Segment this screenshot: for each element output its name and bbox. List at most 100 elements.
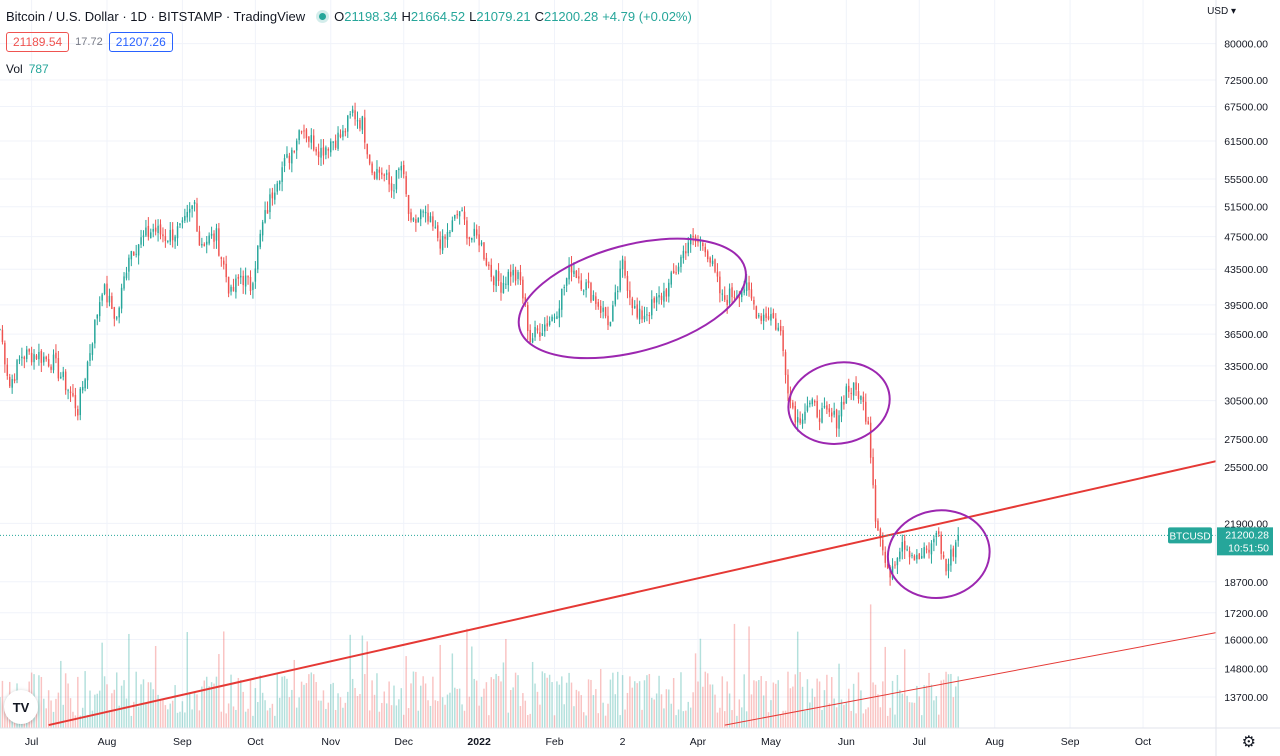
bid-price-button[interactable]: 21189.54 <box>6 32 70 52</box>
volume-bar <box>47 690 50 728</box>
candle-body <box>312 135 315 150</box>
candle-body <box>828 408 831 413</box>
volume-bar <box>308 674 310 728</box>
candle-body <box>505 283 507 285</box>
volume-bar <box>697 681 699 728</box>
volume-bar <box>590 679 592 728</box>
volume-bar <box>203 680 206 728</box>
volume-bar <box>225 713 227 728</box>
candle-body <box>429 216 432 223</box>
candle-body <box>417 217 420 223</box>
candle-body <box>831 412 833 417</box>
volume-bar <box>490 677 492 728</box>
volume-bar <box>692 692 694 728</box>
candle-body <box>711 260 714 265</box>
volume-bar <box>381 702 383 728</box>
candle-body <box>81 386 84 391</box>
ohlc-low-key: L <box>469 8 477 24</box>
volume-bar <box>721 676 724 728</box>
candle-body <box>410 212 412 221</box>
volume-bar <box>405 656 407 728</box>
price-tick-label: 43500.00 <box>1224 264 1268 276</box>
volume-bar <box>908 702 911 728</box>
symbol-title[interactable]: Bitcoin / U.S. Dollar · 1D · BITSTAMP · … <box>6 8 306 24</box>
volume-bar <box>536 691 539 728</box>
candle-body <box>916 554 918 560</box>
volume-bar <box>563 704 565 728</box>
candle-body <box>631 298 634 309</box>
volume-bar <box>614 694 617 728</box>
volume-bar <box>509 690 512 728</box>
tradingview-logo[interactable]: TV <box>4 690 38 724</box>
volume-bar <box>920 715 923 728</box>
candle-body <box>388 172 390 185</box>
candle-body <box>458 211 461 217</box>
candle-body <box>332 141 334 143</box>
volume-bar <box>373 694 376 728</box>
candle-body <box>595 296 597 304</box>
volume-bar <box>337 693 339 728</box>
volume-bar <box>215 676 218 728</box>
volume-bar <box>390 705 393 728</box>
volume-bar <box>378 711 381 728</box>
gear-icon[interactable]: ⚙ <box>1241 734 1256 751</box>
volume-bar <box>789 688 792 728</box>
candle-body <box>152 228 154 232</box>
volume-bar <box>753 680 755 728</box>
volume-bar <box>208 686 210 728</box>
volume-bar <box>777 680 779 728</box>
candle-body <box>784 352 787 376</box>
volume-bar <box>480 696 483 728</box>
volume-bar <box>434 700 437 728</box>
volume-bar <box>244 711 247 728</box>
candle-body <box>796 417 799 423</box>
candle-body <box>184 215 186 221</box>
candle-body <box>604 307 607 317</box>
candle-body <box>877 520 879 531</box>
candle-body <box>468 237 471 240</box>
time-tick-label: May <box>761 736 782 748</box>
volume-bar <box>235 709 237 728</box>
candle-body <box>69 391 72 393</box>
candle-body <box>142 235 145 238</box>
candle-body <box>906 549 908 551</box>
volume-bar <box>254 688 257 728</box>
volume-bar <box>889 707 891 728</box>
volume-bar <box>784 710 787 728</box>
volume-bar <box>407 708 410 728</box>
volume-bar <box>733 623 736 728</box>
candle-body <box>72 393 74 396</box>
volume-bar <box>196 694 198 728</box>
volume-bar <box>952 697 955 728</box>
candle-body <box>901 542 904 552</box>
candle-body <box>612 305 614 321</box>
candle-body <box>687 242 689 254</box>
currency-button[interactable]: USD ▾ <box>1207 6 1236 17</box>
candle-body <box>704 246 707 253</box>
candle-body <box>390 183 393 191</box>
volume-bar <box>429 705 432 728</box>
ask-price-button[interactable]: 21207.26 <box>108 32 173 52</box>
candle-body <box>536 328 539 331</box>
candle-body <box>60 376 62 379</box>
candle-body <box>191 205 193 209</box>
volume-bar <box>646 675 648 728</box>
volume-bar <box>726 681 728 728</box>
candle-body <box>471 237 473 240</box>
candle-body <box>364 117 366 143</box>
volume-bar <box>45 708 47 728</box>
trendline <box>48 460 1217 727</box>
volume-bar <box>561 676 563 728</box>
volume-bar <box>828 703 831 728</box>
volume-bar <box>303 684 305 728</box>
volume-bar <box>468 696 471 728</box>
volume-bar <box>957 676 959 728</box>
volume-bar <box>402 714 405 728</box>
candle-body <box>721 293 724 295</box>
candle-body <box>782 330 784 351</box>
volume-bar <box>787 671 789 728</box>
candle-body <box>427 212 429 222</box>
volume-bar <box>162 699 164 728</box>
